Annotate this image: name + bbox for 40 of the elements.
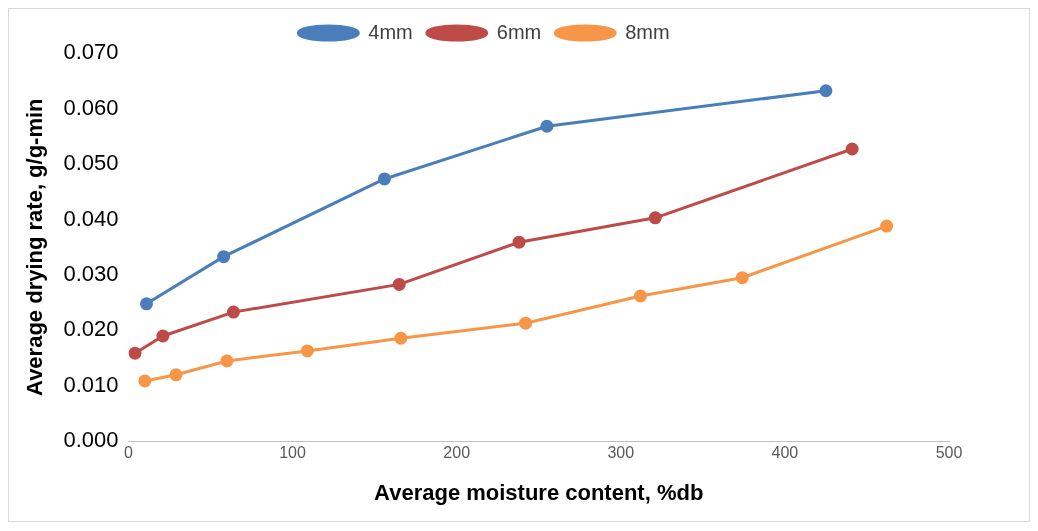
y-axis-title: Average drying rate, g/g-min [22, 98, 48, 396]
point [217, 250, 231, 264]
point [138, 374, 152, 388]
point [880, 219, 894, 233]
point [128, 346, 142, 360]
point [140, 297, 154, 311]
y-tick-label: 0.020 [63, 316, 119, 342]
y-tick-label: 0.050 [63, 150, 119, 176]
y-tick-label: 0.060 [63, 94, 119, 120]
x-tick-label: 200 [443, 444, 471, 462]
y-tick-label: 0.040 [63, 205, 119, 231]
point [633, 289, 647, 303]
point [648, 211, 662, 225]
point [220, 354, 234, 368]
point [512, 235, 526, 249]
x-tick-label: 400 [771, 444, 799, 462]
legend-label: 4mm [368, 20, 413, 43]
y-tick-label: 0.010 [63, 371, 119, 397]
y-tick-label: 0.030 [63, 261, 119, 287]
point [540, 119, 554, 133]
legend-label: 8mm [625, 20, 670, 43]
legend-label: 6mm [496, 20, 542, 43]
point [392, 277, 406, 291]
x-axis-title: Average moisture content, %db [374, 479, 704, 505]
point [300, 344, 314, 358]
point [169, 368, 183, 382]
point [845, 142, 859, 156]
point [819, 84, 833, 98]
point [735, 271, 749, 285]
point [377, 172, 391, 186]
point [226, 305, 240, 319]
x-tick-label: 0 [124, 444, 133, 462]
point [394, 331, 408, 345]
y-tick-label: 0.000 [63, 427, 119, 453]
point [519, 316, 533, 330]
x-tick-label: 500 [935, 444, 963, 462]
y-tick-label: 0.070 [63, 39, 119, 65]
point [156, 329, 170, 343]
x-tick-label: 100 [279, 444, 307, 462]
x-tick-label: 300 [607, 444, 635, 462]
